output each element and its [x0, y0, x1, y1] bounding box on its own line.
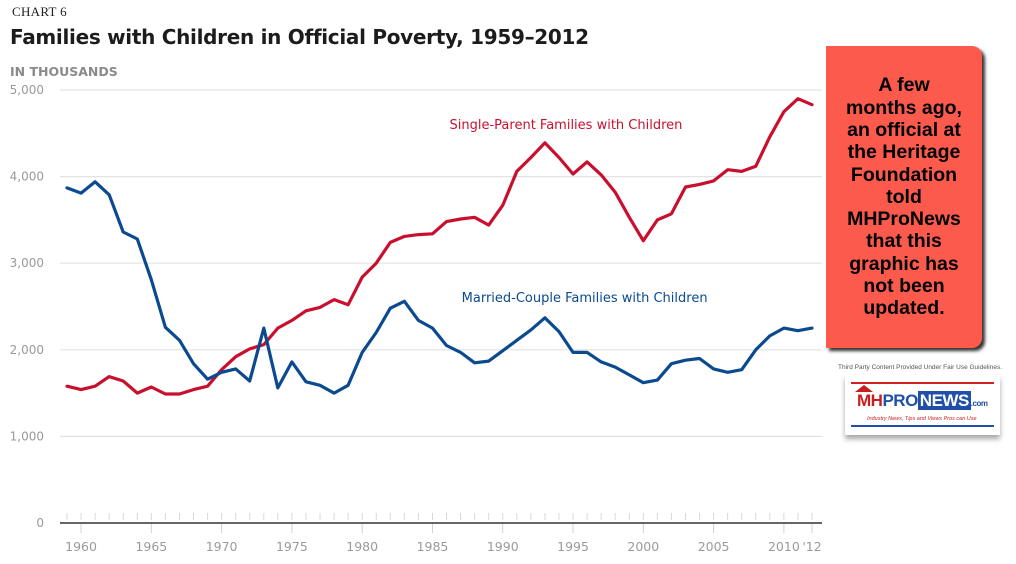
callout-line: months ago,: [846, 96, 962, 119]
x-tick-label: 1975: [276, 539, 308, 554]
x-tick-label: 2010: [768, 539, 800, 554]
y-tick-label: 2,000: [10, 343, 44, 357]
logo-wordmark: MHPRO NEWS .com: [857, 391, 988, 411]
x-tick-label: 1960: [65, 539, 97, 554]
callout-line: told: [886, 185, 922, 208]
x-tick-label: 2005: [698, 539, 730, 554]
y-tick-label: 5,000: [10, 83, 44, 97]
x-tick-label: '12: [802, 539, 821, 554]
y-axis-ticks: 0 1,000 2,000 3,000 4,000 5,000: [10, 83, 44, 530]
callout-line: updated.: [863, 297, 945, 320]
logo-com: .com: [970, 399, 988, 408]
x-tick-label: 1980: [346, 539, 378, 554]
callout-line: A few: [878, 74, 930, 97]
callout-line: graphic has: [849, 252, 959, 275]
logo-tagline: Industry News, Tips and Views Pros can U…: [867, 416, 977, 422]
x-tick-label: 1990: [487, 539, 519, 554]
series-line-single-parent: [65, 97, 814, 396]
y-tick-label: 0: [36, 516, 44, 530]
series-label-married-couple: Married-Couple Families with Children: [462, 291, 708, 306]
logo-mh: MH: [857, 391, 883, 410]
gridlines: [60, 89, 822, 437]
x-tick-label: 1985: [417, 539, 449, 554]
series-lines: [65, 97, 814, 396]
series-line-married-couple: [65, 180, 814, 395]
logo-pro: PRO: [882, 391, 918, 410]
callout-line: Foundation: [850, 163, 958, 186]
x-tick-label: 2000: [627, 539, 659, 554]
callout-line: not been: [863, 275, 945, 298]
callout-line: the Heritage: [847, 141, 961, 164]
callout-line: an official at: [847, 118, 961, 141]
series-label-single-parent: Single-Parent Families with Children: [450, 118, 683, 133]
logo-divider-top: [851, 382, 994, 384]
callout-text: A few months ago, an official at the Herita…: [844, 74, 964, 319]
chart-number: CHART 6: [12, 4, 67, 19]
y-axis-units-label: IN THOUSANDS: [10, 64, 118, 79]
callout-line: that this: [866, 230, 942, 253]
house-roof-icon: [855, 385, 873, 392]
callout-line: MHProNews: [847, 208, 961, 231]
logo-divider-bottom: [851, 425, 994, 427]
callout-box: A few months ago, an official at the Herita…: [826, 46, 982, 348]
x-tick-label: 1995: [557, 539, 589, 554]
logo-news: NEWS: [917, 391, 971, 410]
y-tick-label: 3,000: [10, 256, 44, 270]
x-axis: 1960 1965 1970 1975 1980 1985 1990 1995 2000 2005…: [60, 513, 822, 554]
chart-title: Families with Children in Official Pover…: [10, 25, 589, 49]
series-labels: Single-Parent Families with Children Marr…: [450, 118, 708, 306]
x-tick-label: 1965: [135, 539, 167, 554]
x-tick-label: 1970: [206, 539, 238, 554]
fair-use-notice: Third Party Content Provided Under Fair …: [838, 364, 1003, 371]
y-tick-label: 4,000: [10, 170, 44, 184]
y-tick-label: 1,000: [10, 429, 44, 443]
mhpronews-logo: MHPRO NEWS .com Industry News, Tips and Vi…: [845, 375, 1000, 435]
